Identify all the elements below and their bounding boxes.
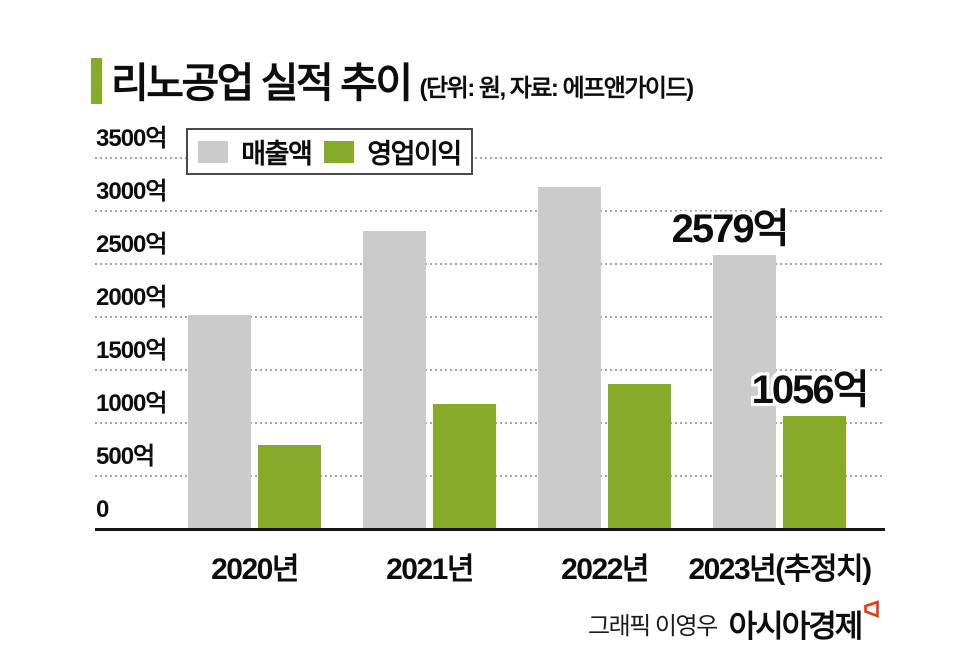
- value-annotation-0: 2579억: [671, 206, 790, 251]
- brand-logo-text: 아시아경제: [728, 609, 864, 644]
- value-annotation-1: 1056억: [751, 368, 870, 413]
- legend-swatch-operating-profit: [324, 140, 355, 163]
- y-axis-tick-label: 1000억: [96, 390, 167, 417]
- x-axis-label-1: 2021년: [386, 553, 474, 586]
- title-unit-source-note: (단위: 원, 자료: 에프앤가이드): [419, 75, 695, 102]
- gridline-2500: [95, 263, 885, 265]
- x-axis-label-3: 2023년(추정치): [688, 553, 872, 586]
- y-axis-tick-label: 0: [96, 496, 109, 523]
- bar-operating-profit-1: [433, 404, 496, 528]
- plot-area: 3500억 3000억 2500억 2000억 1500억 1000억 500억 0 2020년…: [95, 127, 885, 586]
- gridline-2000: [95, 316, 885, 318]
- y-axis-tick-label: 2500억: [96, 231, 167, 258]
- gridline-1500: [95, 369, 885, 371]
- title-accent-bar: [91, 58, 102, 104]
- brand-logo-mark-icon: [864, 600, 880, 618]
- y-axis-tick-label: 3500억: [96, 125, 167, 152]
- footer-credit: 그래픽 이영우 아시아경제: [588, 600, 881, 646]
- credit-text: 그래픽 이영우: [588, 613, 718, 640]
- y-axis-tick-label: 500억: [96, 443, 155, 470]
- bar-operating-profit-3: [783, 416, 846, 528]
- page-title: 리노공업 실적 추이: [111, 59, 413, 106]
- gridline-3500: [95, 157, 885, 159]
- gridline-3000: [95, 210, 885, 212]
- legend-label-operating-profit: 영업이익: [367, 139, 462, 169]
- legend-swatch-revenue: [198, 140, 229, 163]
- y-axis-tick-label: 1500억: [96, 337, 167, 364]
- y-axis-tick-label: 3000억: [96, 178, 167, 205]
- bar-operating-profit-2: [608, 383, 671, 528]
- bar-revenue-0: [188, 314, 251, 528]
- chart-legend: 매출액 영업이익: [186, 128, 473, 175]
- bar-revenue-2: [538, 186, 601, 528]
- bar-revenue-3: [713, 254, 776, 528]
- bar-operating-profit-0: [258, 445, 321, 528]
- bar-revenue-1: [363, 231, 426, 528]
- header: 리노공업 실적 추이 (단위: 원, 자료: 에프앤가이드): [91, 58, 695, 106]
- y-axis-tick-label: 2000억: [96, 284, 167, 311]
- x-axis-label-2: 2022년: [561, 553, 649, 586]
- legend-label-revenue: 매출액: [241, 139, 313, 169]
- x-axis-label-0: 2020년: [211, 553, 299, 586]
